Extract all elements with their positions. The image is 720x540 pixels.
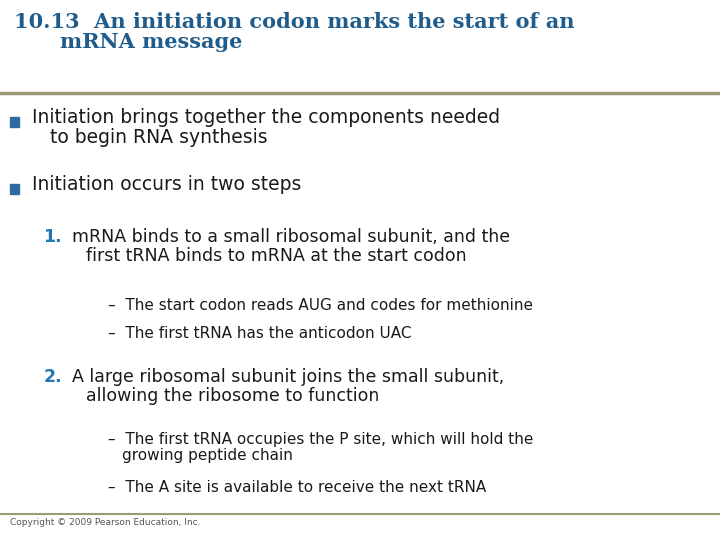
Text: allowing the ribosome to function: allowing the ribosome to function [86,387,379,405]
Text: Initiation brings together the components needed: Initiation brings together the component… [32,108,500,127]
Text: –  The first tRNA has the anticodon UAC: – The first tRNA has the anticodon UAC [108,326,412,341]
Text: 1.: 1. [43,228,62,246]
Text: growing peptide chain: growing peptide chain [122,448,293,463]
Text: –  The A site is available to receive the next tRNA: – The A site is available to receive the… [108,480,486,495]
Text: Copyright © 2009 Pearson Education, Inc.: Copyright © 2009 Pearson Education, Inc. [10,518,200,527]
Text: –  The start codon reads AUG and codes for methionine: – The start codon reads AUG and codes fo… [108,298,533,313]
Text: 10.13  An initiation codon marks the start of an: 10.13 An initiation codon marks the star… [14,12,575,32]
Text: 2.: 2. [43,368,62,386]
Bar [10,117,19,127]
Text: A large ribosomal subunit joins the small subunit,: A large ribosomal subunit joins the smal… [72,368,504,386]
Text: first tRNA binds to mRNA at the start codon: first tRNA binds to mRNA at the start co… [86,247,467,265]
Bar [10,184,19,194]
Text: to begin RNA synthesis: to begin RNA synthesis [50,128,268,147]
Text: mRNA message: mRNA message [60,32,243,52]
Text: mRNA binds to a small ribosomal subunit, and the: mRNA binds to a small ribosomal subunit,… [72,228,510,246]
Text: –  The first tRNA occupies the P site, which will hold the: – The first tRNA occupies the P site, wh… [108,432,534,447]
Text: Initiation occurs in two steps: Initiation occurs in two steps [32,175,302,194]
